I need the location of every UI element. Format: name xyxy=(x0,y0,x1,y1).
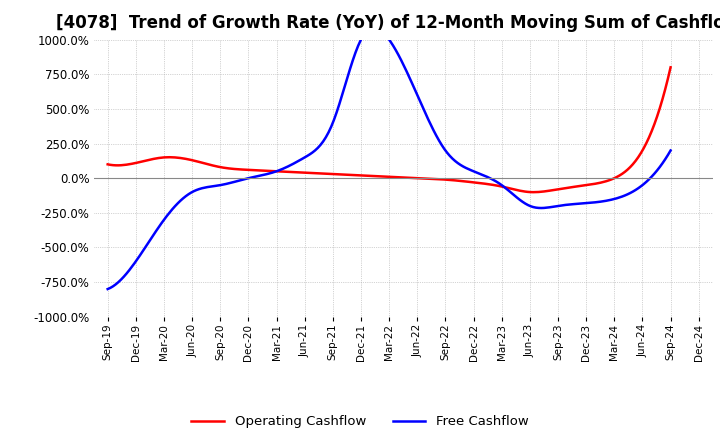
Line: Free Cashflow: Free Cashflow xyxy=(108,28,670,289)
Free Cashflow xyxy=(370,25,379,30)
Operating Cashflow xyxy=(384,174,392,180)
Title: [4078]  Trend of Growth Rate (YoY) of 12-Month Moving Sum of Cashflows: [4078] Trend of Growth Rate (YoY) of 12-… xyxy=(56,15,720,33)
Operating Cashflow xyxy=(104,161,112,167)
Free Cashflow xyxy=(386,39,395,44)
Free Cashflow xyxy=(222,181,230,187)
Free Cashflow xyxy=(373,26,382,31)
Free Cashflow xyxy=(666,148,675,153)
Operating Cashflow xyxy=(577,183,586,188)
Operating Cashflow xyxy=(610,176,618,181)
Operating Cashflow xyxy=(529,190,538,195)
Legend: Operating Cashflow, Free Cashflow: Operating Cashflow, Free Cashflow xyxy=(186,410,534,433)
Operating Cashflow xyxy=(222,165,230,171)
Operating Cashflow xyxy=(666,65,675,70)
Free Cashflow xyxy=(577,201,586,206)
Free Cashflow xyxy=(104,286,112,292)
Operating Cashflow xyxy=(109,162,117,168)
Free Cashflow xyxy=(109,284,117,289)
Line: Operating Cashflow: Operating Cashflow xyxy=(108,67,670,192)
Operating Cashflow xyxy=(370,173,379,179)
Free Cashflow xyxy=(610,196,618,202)
